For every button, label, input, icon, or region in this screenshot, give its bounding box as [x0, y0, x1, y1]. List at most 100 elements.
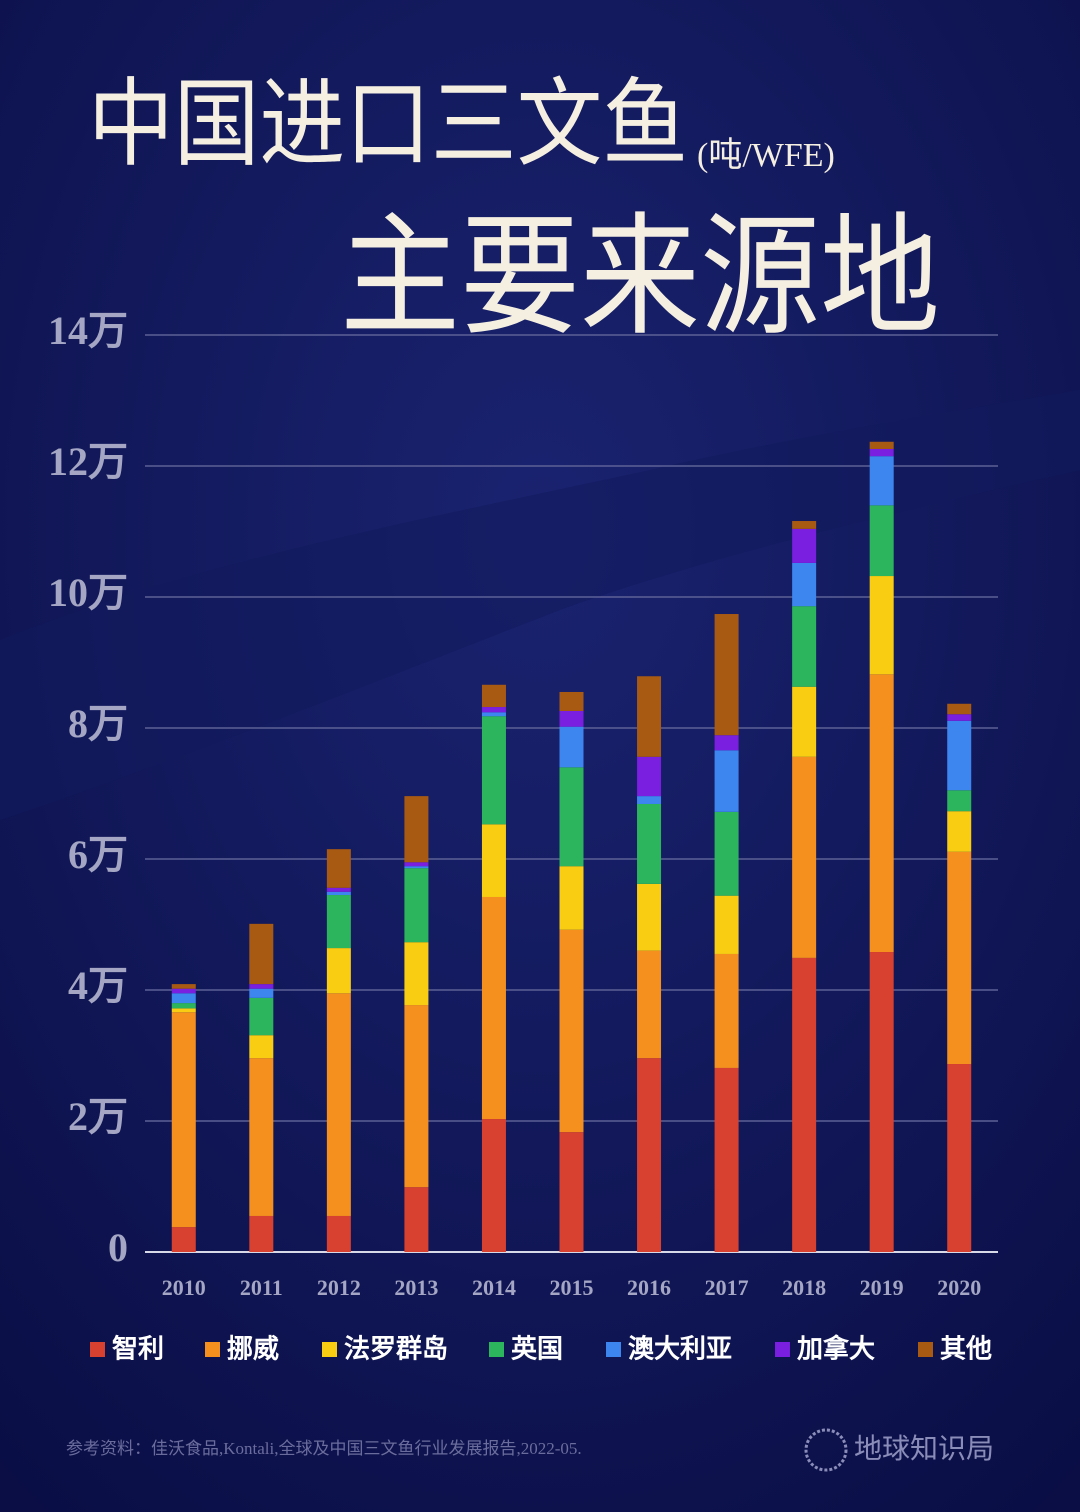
- bar-segment: [792, 528, 817, 563]
- bar-segment: [792, 521, 817, 529]
- bar-segment: [249, 1215, 274, 1252]
- bar-segment: [637, 883, 662, 951]
- bar-segment: [559, 710, 584, 727]
- bar-segment: [249, 923, 274, 985]
- bar-segment: [171, 1012, 196, 1228]
- bar-segment: [869, 952, 894, 1252]
- bar-segment: [637, 796, 662, 804]
- legend-swatch: [322, 1342, 337, 1357]
- fish-shadow: [0, 390, 1080, 820]
- y-tick-label: 14万: [48, 308, 128, 353]
- brand-name: 地球知识局: [854, 1432, 994, 1465]
- bar-segment: [481, 707, 506, 713]
- legend-swatch: [90, 1342, 105, 1357]
- legend-swatch: [205, 1342, 220, 1357]
- bar-segment: [249, 997, 274, 1036]
- bar-segment: [714, 750, 739, 812]
- bar-segment: [947, 720, 972, 791]
- bar-segment: [869, 441, 894, 449]
- bar-segment: [326, 849, 351, 888]
- bar-segment: [326, 993, 351, 1216]
- bar-segment: [714, 735, 739, 751]
- bar-segment: [714, 953, 739, 1068]
- bar-segment: [869, 674, 894, 953]
- bar-segment: [481, 824, 506, 897]
- legend-swatch: [489, 1342, 504, 1357]
- x-tick-label: 2016: [627, 1275, 671, 1300]
- bar-segment: [171, 1008, 196, 1013]
- bar-segment: [559, 866, 584, 930]
- bar-segment: [481, 712, 506, 717]
- bar-segment: [404, 1187, 429, 1252]
- legend-label: 智利: [112, 1335, 164, 1365]
- y-tick-label: 10万: [48, 570, 128, 615]
- bar-segment: [404, 862, 429, 867]
- x-tick-label: 2017: [705, 1275, 749, 1300]
- bar-segment: [714, 895, 739, 954]
- x-tick-label: 2010: [162, 1275, 206, 1300]
- bar-segment: [637, 950, 662, 1059]
- x-tick-label: 2019: [860, 1275, 904, 1300]
- bar-segment: [404, 866, 429, 869]
- bar-segment: [869, 456, 894, 506]
- y-tick-label: 0: [108, 1225, 128, 1270]
- bar-segment: [559, 691, 584, 711]
- y-tick-label: 4万: [68, 963, 128, 1008]
- bar-segment: [559, 1132, 584, 1252]
- bar-segment: [792, 562, 817, 607]
- bar-segment: [714, 811, 739, 896]
- bar-segment: [947, 714, 972, 721]
- bar-segment: [947, 703, 972, 715]
- bar-segment: [171, 993, 196, 1004]
- bar-segment: [947, 1064, 972, 1252]
- bar-segment: [559, 726, 584, 768]
- unit-label: (吨/WFE): [697, 136, 835, 174]
- bar-segment: [869, 505, 894, 577]
- bar-segment: [714, 614, 739, 736]
- bar-segment: [326, 948, 351, 994]
- bar-segment: [326, 1215, 351, 1252]
- bar-segment: [404, 796, 429, 863]
- chart-subtitle: 主要来源地: [340, 204, 940, 351]
- bar-segment: [481, 716, 506, 825]
- legend-swatch: [918, 1342, 933, 1357]
- bar-segment: [869, 576, 894, 675]
- bar-segment: [559, 929, 584, 1133]
- source-note: 参考资料：佳沃食品,Kontali,全球及中国三文鱼行业发展报告,2022-05…: [66, 1439, 582, 1458]
- legend-swatch: [775, 1342, 790, 1357]
- x-tick-label: 2020: [937, 1275, 981, 1300]
- bar-segment: [481, 896, 506, 1120]
- bar-segment: [249, 1058, 274, 1216]
- bar-segment: [326, 895, 351, 949]
- bar-segment: [559, 767, 584, 867]
- bar-segment: [326, 887, 351, 892]
- legend-swatch: [606, 1342, 621, 1357]
- y-tick-label: 8万: [68, 701, 128, 746]
- bar-segment: [714, 1067, 739, 1252]
- bar-segment: [792, 756, 817, 958]
- bar-segment: [869, 448, 894, 457]
- x-tick-label: 2012: [317, 1275, 361, 1300]
- x-tick-label: 2018: [782, 1275, 826, 1300]
- y-tick-label: 6万: [68, 832, 128, 877]
- bar-segment: [947, 811, 972, 852]
- x-tick-label: 2014: [472, 1275, 516, 1300]
- bar-segment: [404, 868, 429, 943]
- bar-segment: [481, 684, 506, 708]
- bar-segment: [404, 1005, 429, 1188]
- brand-logo: [804, 1428, 848, 1472]
- x-tick-label: 2015: [550, 1275, 594, 1300]
- bar-segment: [637, 756, 662, 797]
- bar-segment: [792, 686, 817, 757]
- legend-label: 法罗群岛: [344, 1334, 448, 1365]
- legend-label: 挪威: [227, 1334, 279, 1365]
- legend-label: 其他: [940, 1335, 992, 1365]
- x-tick-label: 2013: [394, 1275, 438, 1300]
- x-tick-label: 2011: [240, 1275, 283, 1300]
- bar-segment: [481, 1119, 506, 1252]
- chart-title: 中国进口三文鱼: [88, 71, 688, 178]
- bar-segment: [947, 790, 972, 812]
- legend-label: 加拿大: [797, 1334, 875, 1365]
- bar-segment: [637, 676, 662, 757]
